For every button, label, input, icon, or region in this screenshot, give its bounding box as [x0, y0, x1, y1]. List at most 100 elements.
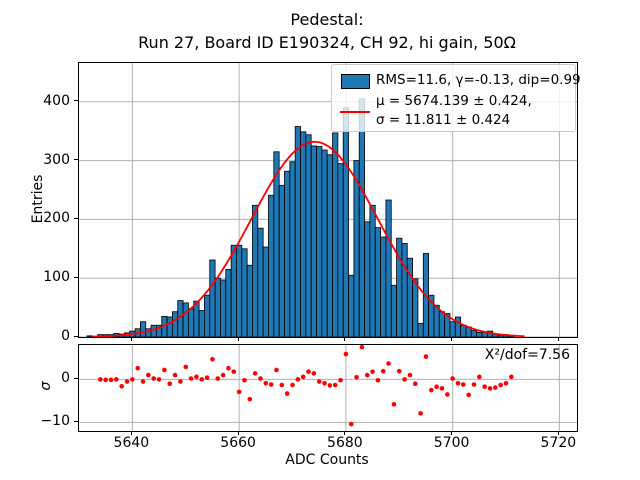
x-tick-label: 5660 — [220, 435, 256, 451]
residual-point — [428, 387, 434, 393]
x-axis-tick — [130, 337, 132, 341]
x-axis-label: ADC Counts — [285, 452, 369, 468]
histogram-bar — [289, 161, 296, 337]
y-tick-label: −10 — [40, 413, 70, 430]
residual-point — [439, 386, 445, 391]
y-axis-tick — [74, 217, 78, 219]
residual-point — [364, 372, 370, 378]
histogram-bar — [326, 154, 333, 337]
residual-point — [172, 372, 178, 378]
histogram-bar — [166, 316, 173, 337]
residual-point — [407, 372, 413, 378]
histogram-bar — [257, 227, 264, 337]
legend-histogram-label: RMS=11.6, γ=-0.13, dip=0.99 — [376, 72, 581, 88]
residual-point — [258, 376, 263, 381]
y-tick-label: 300 — [43, 151, 70, 168]
residual-point — [188, 376, 194, 381]
y-tick-label: 0 — [61, 328, 70, 344]
histogram-bar — [294, 126, 301, 337]
residual-point — [183, 364, 189, 370]
residual-point — [316, 379, 322, 384]
x-tick-label: 5640 — [113, 435, 150, 451]
x-tick-label: 5720 — [540, 435, 577, 451]
residual-point — [482, 384, 487, 390]
histogram-bar — [172, 311, 179, 337]
y-axis-tick — [74, 377, 78, 379]
y-axis-tick — [74, 335, 78, 337]
residual-point — [412, 381, 418, 386]
x-axis-tick — [237, 337, 239, 341]
histogram-bar — [406, 257, 414, 337]
histogram-bar — [454, 316, 462, 337]
residual-point — [242, 377, 247, 383]
histogram-bar — [86, 335, 93, 337]
histogram-bar — [412, 278, 419, 337]
y-tick-label: 100 — [43, 269, 70, 286]
residual-point — [226, 365, 231, 371]
histogram-bar — [353, 160, 360, 337]
histogram-bar — [300, 131, 307, 337]
residual-plot-area — [78, 344, 578, 432]
histogram-bar — [198, 310, 205, 337]
residual-point — [300, 374, 306, 380]
histogram-bar — [380, 236, 387, 337]
main-plot-area — [78, 62, 578, 338]
residual-point — [306, 369, 311, 374]
residual-point — [284, 391, 290, 396]
y-axis-tick — [74, 420, 78, 422]
residual-point — [146, 372, 151, 378]
histogram-bar — [460, 324, 467, 337]
histogram-bar — [342, 107, 349, 337]
legend-fit-label-line2: σ = 11.811 ± 0.424 — [376, 112, 511, 128]
histogram-bar — [139, 321, 147, 337]
residual-point — [263, 380, 269, 386]
histogram-bar — [470, 330, 478, 337]
histogram-bar — [476, 331, 483, 337]
residual-point — [359, 345, 365, 350]
chart-title: Pedestal: Run 27, Board ID E190324, CH 9… — [138, 10, 516, 53]
histogram-bar — [433, 304, 440, 337]
residual-point — [455, 380, 461, 386]
residual-point — [114, 377, 119, 382]
residual-point — [332, 382, 338, 388]
histogram-bar — [438, 311, 446, 337]
y-tick-label: 400 — [43, 92, 70, 109]
y-axis-tick — [74, 159, 78, 161]
residual-point — [220, 372, 226, 378]
x-axis-tick — [237, 431, 239, 435]
histogram-bar — [236, 244, 243, 337]
residual-point — [140, 379, 146, 384]
residual-point — [124, 379, 130, 384]
residual-point — [471, 382, 477, 387]
x-axis-tick — [557, 431, 559, 435]
x-axis-tick — [344, 337, 346, 341]
x-axis-tick — [451, 337, 453, 341]
residual-point — [396, 368, 402, 374]
residual-point — [402, 377, 407, 382]
histogram-bar — [204, 294, 211, 337]
residual-point — [119, 383, 125, 389]
residual-point — [354, 374, 359, 380]
histogram-bar — [182, 302, 189, 337]
legend: RMS=11.6, γ=-0.13, dip=0.99 μ = 5674.139… — [331, 64, 581, 132]
residual-point — [295, 377, 301, 382]
x-tick-label: 5680 — [327, 435, 363, 451]
histogram-bar — [417, 323, 424, 337]
residual-point — [290, 382, 295, 388]
residual-point — [370, 369, 375, 374]
x-axis-tick — [344, 431, 346, 435]
y-axis-tick — [74, 276, 78, 278]
residual-point — [210, 356, 215, 362]
histogram-bar — [246, 264, 253, 337]
histogram-bar — [214, 277, 221, 337]
histogram-bar — [364, 221, 371, 337]
y-tick-label: 0 — [61, 370, 70, 387]
residual-point — [231, 369, 237, 374]
residual-point — [461, 382, 466, 387]
residual-point — [380, 368, 386, 374]
histogram-bar — [337, 163, 344, 337]
residual-point — [450, 376, 455, 381]
histogram-bar — [188, 308, 195, 337]
histogram-bar — [273, 151, 280, 337]
